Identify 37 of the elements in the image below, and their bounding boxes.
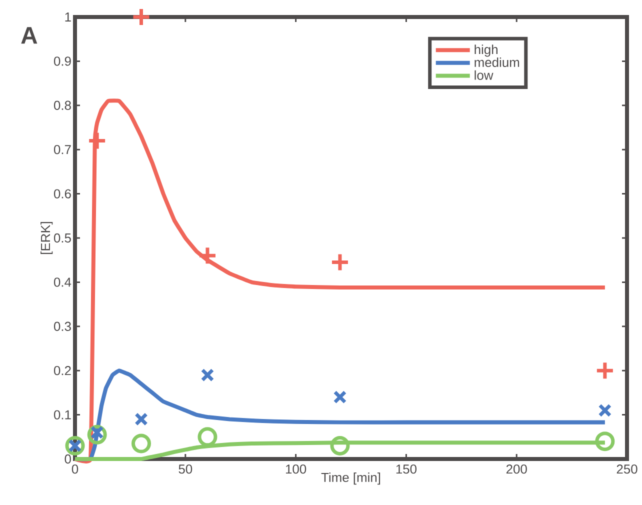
y-tick-label: 0.3 <box>54 322 71 331</box>
y-tick-label: 0.5 <box>54 233 71 243</box>
point <box>131 434 151 454</box>
point <box>198 246 218 266</box>
x-tick-label: 0 <box>72 464 78 474</box>
x-tick-label: 150 <box>396 464 417 474</box>
point <box>330 252 350 272</box>
x-axis-title: Time [min] <box>321 472 380 485</box>
point <box>598 404 612 418</box>
point <box>198 427 218 447</box>
y-tick-label: 0.7 <box>54 145 71 154</box>
y-tick-label: 0.1 <box>54 410 71 420</box>
x-tick-label: 100 <box>286 464 306 474</box>
y-tick-label: 1 <box>65 12 71 22</box>
y-tick-label: 0.9 <box>54 56 71 66</box>
point <box>200 368 214 382</box>
y-tick-label: 0 <box>64 454 71 464</box>
point <box>87 131 107 151</box>
legend-label: medium <box>474 57 520 67</box>
y-tick-label: 0.4 <box>54 278 72 287</box>
y-tick-label: 0.8 <box>54 100 71 110</box>
point <box>330 436 350 456</box>
y-tick-label: 0.6 <box>54 189 71 198</box>
point <box>595 432 615 452</box>
point <box>595 360 615 380</box>
x-tick-label: 250 <box>616 464 638 474</box>
point <box>333 390 347 404</box>
y-axis-title: [ERK] <box>40 222 53 254</box>
legend-label: low <box>474 70 494 80</box>
point <box>134 412 148 426</box>
legend-label: high <box>474 44 498 57</box>
y-tick-label: 0.2 <box>54 366 71 376</box>
x-tick-label: 50 <box>178 464 192 474</box>
text: A <box>21 27 38 44</box>
x-tick-label: 200 <box>506 464 527 474</box>
point <box>65 436 85 456</box>
point <box>131 7 151 27</box>
